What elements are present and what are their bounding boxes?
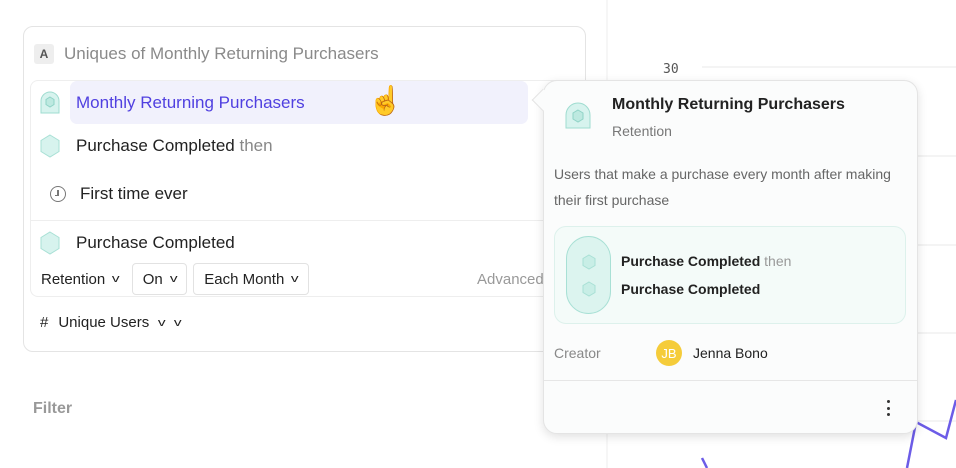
hash-icon: # — [40, 314, 49, 331]
frequency-label: Each Month — [204, 270, 285, 288]
retention-label: Retention — [41, 270, 106, 288]
popover-title: Monthly Returning Purchasers — [612, 96, 845, 113]
chevron-down-icon: v — [291, 273, 299, 285]
popover-step-2: Purchase Completed — [621, 281, 761, 297]
metric-highlight[interactable] — [70, 81, 528, 124]
creator-label: Creator — [554, 345, 601, 361]
metric-box — [30, 80, 590, 297]
on-dropdown[interactable]: On v — [131, 263, 188, 295]
step1-event: Purchase Completed — [76, 136, 235, 155]
event-hexagon-icon — [582, 254, 596, 297]
event-hexagon-icon — [40, 134, 60, 158]
popover-step-1: Purchase Completed then — [621, 253, 791, 269]
retention-controls: Retention v On v Each Month v — [34, 263, 309, 295]
custom-event-icon — [565, 102, 591, 129]
retention-type-dropdown[interactable]: Retention v — [34, 263, 126, 295]
chevron-down-icon[interactable]: v — [158, 316, 166, 329]
frequency-dropdown[interactable]: Each Month v — [193, 263, 309, 295]
measure-label: Unique Users — [58, 314, 150, 331]
divider — [544, 380, 917, 381]
more-options-icon[interactable] — [880, 398, 896, 418]
steps-box — [554, 226, 906, 324]
chevron-down-icon[interactable]: v — [173, 316, 182, 329]
on-label: On — [142, 270, 163, 288]
step1-suffix: then — [239, 136, 273, 155]
divider — [31, 220, 551, 221]
chevron-down-icon: v — [169, 273, 178, 285]
hand-cursor-icon: ☝ — [368, 85, 403, 116]
step-suffix: then — [764, 253, 792, 269]
popover-description: Users that make a purchase every month a… — [554, 166, 891, 208]
series-line — [700, 457, 709, 468]
filter-section-label[interactable]: Filter — [33, 400, 73, 417]
query-letter-badge: A — [34, 44, 54, 64]
advanced-button[interactable]: Advanced — [477, 271, 543, 288]
clock-icon — [50, 186, 66, 202]
custom-event-icon — [40, 91, 60, 114]
query-title[interactable]: Uniques of Monthly Returning Purchasers — [64, 44, 379, 63]
metric-name[interactable]: Monthly Returning Purchasers — [76, 93, 305, 112]
series-line — [905, 399, 956, 468]
chevron-down-icon: v — [112, 273, 120, 285]
step2-event[interactable]: Purchase Completed — [76, 233, 235, 252]
event-hexagon-icon — [40, 231, 60, 255]
measure-row[interactable]: # Unique Users v v — [40, 314, 182, 331]
y-tick-30: 30 — [663, 62, 679, 77]
popover-type: Retention — [612, 123, 672, 139]
step1-row[interactable]: Purchase Completed then — [76, 136, 273, 156]
creator-name: Jenna Bono — [693, 345, 768, 361]
step1-filter[interactable]: First time ever — [80, 184, 188, 203]
creator-avatar: JB — [656, 340, 682, 366]
steps-pill — [566, 236, 611, 314]
step-event: Purchase Completed — [621, 253, 761, 269]
query-header[interactable]: A Uniques of Monthly Returning Purchaser… — [34, 44, 379, 64]
